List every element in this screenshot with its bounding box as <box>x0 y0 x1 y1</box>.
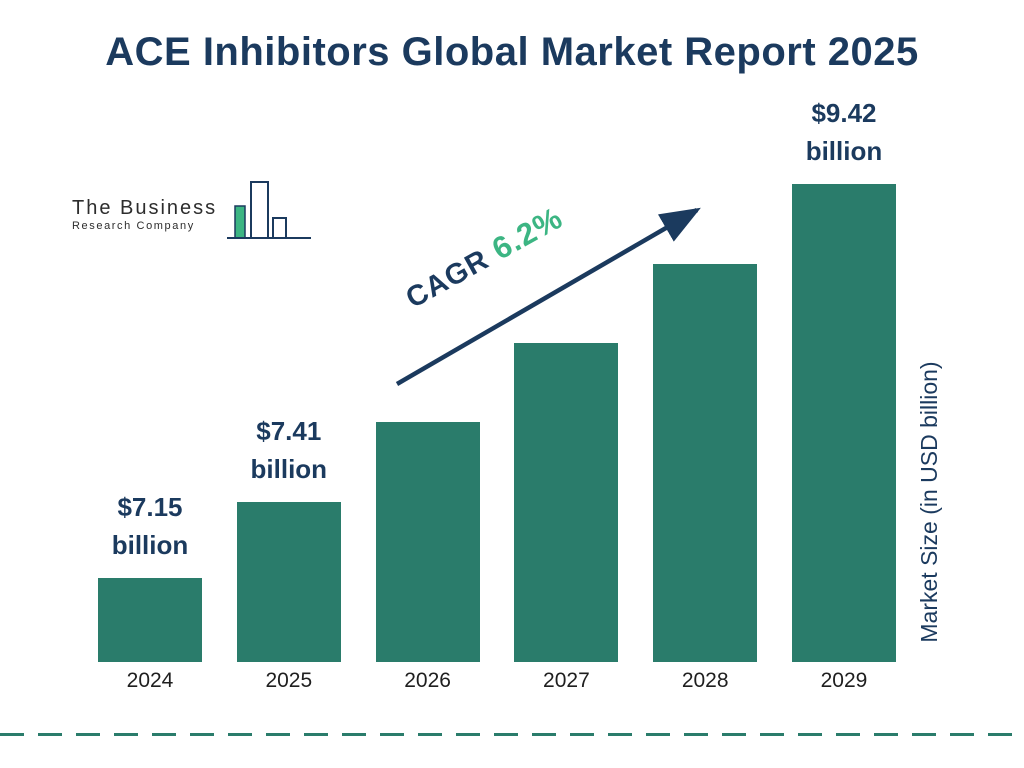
bar-column-2028: 2028 <box>653 264 758 692</box>
x-tick-label-2025: 2025 <box>265 669 313 692</box>
x-tick-label-2027: 2027 <box>543 669 590 692</box>
bar-2028 <box>653 264 758 662</box>
x-tick-label-2024: 2024 <box>126 669 174 692</box>
cagr-trend-arrow <box>395 207 701 386</box>
bar-column-2024: $7.15 billion 2024 <box>98 488 202 692</box>
bottom-dashed-line <box>0 733 1024 736</box>
bar-column-2027: 2027 <box>514 343 619 692</box>
bar-column-2025: $7.41 billion 2025 <box>236 412 341 692</box>
x-tick-label-2026: 2026 <box>404 669 451 692</box>
bar-2027 <box>514 343 619 662</box>
bar-2025 <box>236 502 341 662</box>
bar-2029 <box>791 184 896 662</box>
logo-line2: Research Company <box>72 220 195 232</box>
y-axis-label: Market Size (in USD billion) <box>916 361 942 643</box>
bar-2026 <box>375 422 480 662</box>
bar-value-label-2025: $7.41 billion <box>250 416 328 484</box>
logo-text: The Business Research Company <box>72 197 217 246</box>
bar-value-label-2024: $7.15 billion <box>111 492 189 560</box>
logo-bars-icon <box>227 181 312 239</box>
bar-2024 <box>98 578 202 662</box>
bar-chart: $7.15 billion 2024 $7.41 billion 2025 2026 2027… <box>98 88 896 692</box>
x-tick-label-2028: 2028 <box>681 669 729 692</box>
page-title: ACE Inhibitors Global Market Report 2025 <box>105 30 919 74</box>
x-tick-label-2029: 2029 <box>820 669 868 692</box>
bar-column-2029: $9.42 billion 2029 <box>791 94 896 692</box>
bar-value-label-2029: $9.42 billion <box>805 98 883 166</box>
logo-line1: The Business <box>72 197 218 219</box>
logo: The Business Research Company <box>72 178 315 246</box>
bar-column-2026: 2026 <box>375 422 480 692</box>
